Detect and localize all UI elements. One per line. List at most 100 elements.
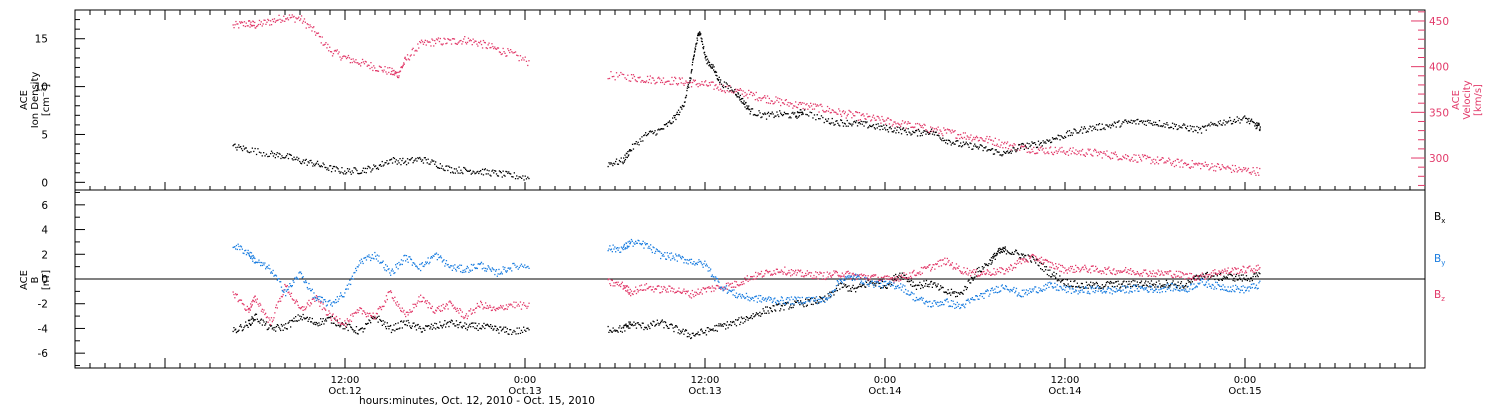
data-point xyxy=(313,323,315,325)
data-point xyxy=(1043,142,1045,144)
data-point xyxy=(338,51,340,53)
data-point xyxy=(764,95,766,97)
data-point xyxy=(612,285,614,287)
data-point xyxy=(328,300,330,302)
data-point xyxy=(1219,271,1221,273)
data-point xyxy=(910,134,912,136)
data-point xyxy=(945,291,948,293)
data-point xyxy=(870,280,872,282)
data-point xyxy=(1121,158,1123,161)
data-point xyxy=(893,275,895,277)
data-point xyxy=(1000,267,1003,269)
data-point xyxy=(1080,286,1082,289)
data-point xyxy=(514,51,517,53)
data-point xyxy=(432,311,434,313)
data-point xyxy=(645,244,647,246)
data-point xyxy=(285,295,287,297)
data-point xyxy=(824,278,826,280)
data-point xyxy=(405,59,408,61)
data-point xyxy=(904,121,906,123)
data-point xyxy=(382,165,384,167)
data-point xyxy=(1157,269,1159,271)
data-point xyxy=(1207,274,1209,276)
data-point xyxy=(283,291,285,293)
data-point xyxy=(1045,142,1047,144)
data-point xyxy=(1208,123,1210,125)
data-point xyxy=(671,324,673,326)
data-point xyxy=(802,275,804,277)
data-point xyxy=(842,110,845,112)
data-point xyxy=(253,24,255,27)
data-point xyxy=(895,279,898,282)
data-point xyxy=(891,125,893,127)
data-point xyxy=(739,99,741,101)
data-point xyxy=(715,288,717,290)
data-point xyxy=(317,32,320,34)
data-point xyxy=(350,326,352,328)
data-point xyxy=(498,51,501,53)
data-point xyxy=(307,23,309,26)
data-point xyxy=(772,305,774,307)
data-point xyxy=(725,282,728,285)
data-point xyxy=(732,286,734,288)
data-point xyxy=(652,320,654,322)
data-point xyxy=(1071,150,1073,152)
data-point xyxy=(810,303,813,305)
data-point xyxy=(493,269,495,271)
data-point xyxy=(990,259,992,262)
data-point xyxy=(645,243,648,245)
data-point xyxy=(435,165,438,167)
data-point xyxy=(1252,121,1254,123)
data-point xyxy=(781,114,784,117)
data-point xyxy=(527,327,529,329)
data-point xyxy=(742,280,744,283)
data-point xyxy=(999,154,1001,156)
data-point xyxy=(724,323,726,325)
data-point xyxy=(339,318,341,320)
data-point xyxy=(505,170,507,173)
data-point xyxy=(494,273,496,276)
data-point xyxy=(931,133,934,135)
data-point xyxy=(1062,151,1064,153)
data-point xyxy=(711,67,713,69)
data-point xyxy=(506,328,508,330)
data-point xyxy=(998,252,1001,254)
data-point xyxy=(853,288,855,290)
data-point xyxy=(274,21,276,23)
data-point xyxy=(495,48,497,50)
data-point xyxy=(1095,149,1097,151)
data-point xyxy=(311,162,313,164)
data-point xyxy=(1015,249,1017,251)
data-point xyxy=(286,328,288,330)
data-point xyxy=(831,117,833,120)
data-point xyxy=(289,283,291,285)
data-point xyxy=(945,264,947,266)
data-point xyxy=(483,41,486,44)
data-point xyxy=(329,46,331,48)
data-point xyxy=(429,41,431,43)
data-point xyxy=(349,171,351,173)
data-point xyxy=(243,304,245,306)
data-point xyxy=(870,125,872,127)
data-point xyxy=(845,271,848,273)
data-point xyxy=(528,329,530,331)
data-point xyxy=(987,264,989,267)
data-point xyxy=(238,299,240,302)
data-point xyxy=(903,130,906,132)
data-point xyxy=(1237,279,1239,281)
data-point xyxy=(265,268,267,270)
data-point xyxy=(800,300,802,302)
data-point xyxy=(332,322,334,324)
data-point xyxy=(305,280,307,282)
data-point xyxy=(653,291,655,293)
data-point xyxy=(980,274,982,276)
data-point xyxy=(631,240,633,242)
data-point xyxy=(841,122,844,124)
density-tick-label: 15 xyxy=(35,34,48,46)
data-point xyxy=(740,89,742,91)
data-point xyxy=(338,322,340,324)
data-point xyxy=(1141,154,1144,156)
data-point xyxy=(264,19,266,21)
data-point xyxy=(1222,122,1224,124)
data-point xyxy=(898,274,900,276)
